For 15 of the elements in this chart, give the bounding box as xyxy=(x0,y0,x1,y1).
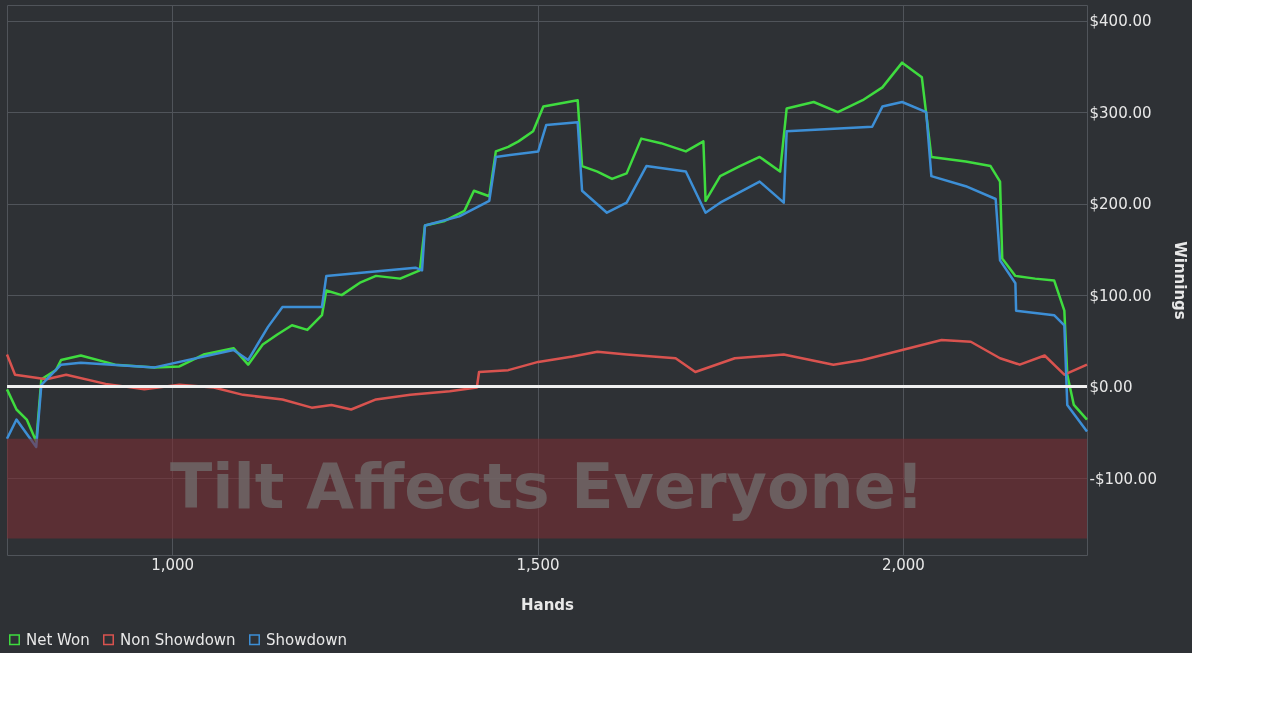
x-tick-label: 1,000 xyxy=(151,555,195,574)
x-tick-label: 2,000 xyxy=(881,555,925,574)
y-tick-label: -$100.00 xyxy=(1089,469,1157,488)
y-axis-title: Winnings xyxy=(1170,241,1189,320)
y-tick-label: $300.00 xyxy=(1089,103,1152,122)
line-series xyxy=(5,338,1089,411)
x-tick-label: 1,500 xyxy=(516,555,560,574)
y-tick-label: $0.00 xyxy=(1089,378,1133,397)
legend-label: Non Showdown xyxy=(120,630,236,649)
y-tick-label: $400.00 xyxy=(1089,12,1152,31)
x-axis-title: Hands xyxy=(520,595,575,614)
y-tick-label: $100.00 xyxy=(1089,286,1152,305)
legend-label: Showdown xyxy=(266,630,347,649)
legend-label: Net Won xyxy=(26,630,90,649)
y-tick-label: $200.00 xyxy=(1089,195,1152,214)
